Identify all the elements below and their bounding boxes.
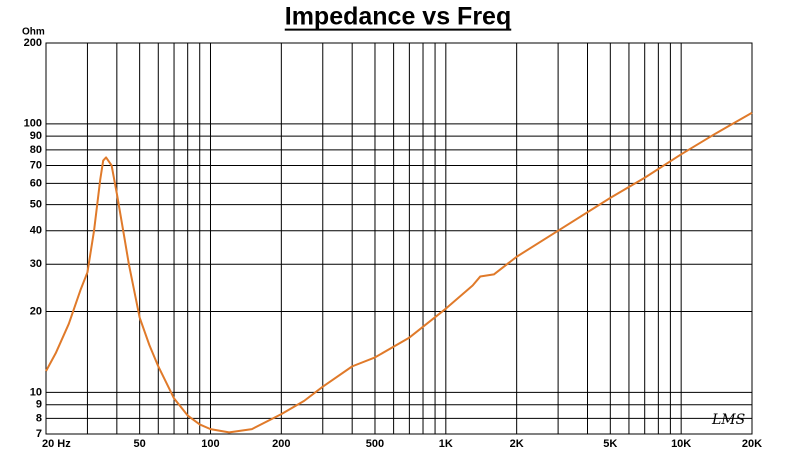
- x-tick-label: 2K: [510, 438, 524, 450]
- y-tick-label: 8: [36, 412, 42, 424]
- chart-title: Impedance vs Freq: [285, 3, 511, 31]
- x-tick-label: 200: [272, 438, 290, 450]
- y-tick-label: 60: [30, 177, 42, 189]
- x-tick-label: 20K: [742, 438, 762, 450]
- x-tick-label: 500: [366, 438, 384, 450]
- x-tick-label: 100: [201, 438, 219, 450]
- x-tick-label: 1K: [439, 438, 453, 450]
- y-tick-label: 50: [30, 199, 42, 211]
- y-tick-label: 90: [30, 130, 42, 142]
- y-tick-label: 200: [24, 37, 42, 49]
- y-tick-label: 7: [36, 428, 42, 440]
- x-tick-label: 5K: [603, 438, 617, 450]
- x-tick-label: 20 Hz: [42, 438, 71, 450]
- y-axis-label: Ohm: [22, 27, 45, 38]
- impedance-line: [45, 111, 753, 434]
- y-tick-label: 9: [36, 399, 42, 411]
- plot-area: [45, 42, 753, 435]
- y-tick-label: 70: [30, 159, 42, 171]
- y-tick-label: 20: [30, 305, 42, 317]
- y-tick-label: 30: [30, 258, 42, 270]
- annotation: LMS: [711, 412, 745, 428]
- x-tick-label: 50: [134, 438, 146, 450]
- y-tick-label: 10: [30, 386, 42, 398]
- y-tick-label: 80: [30, 144, 42, 156]
- y-tick-label: 40: [30, 225, 42, 237]
- x-tick-label: 10K: [671, 438, 691, 450]
- y-tick-label: 100: [24, 118, 42, 130]
